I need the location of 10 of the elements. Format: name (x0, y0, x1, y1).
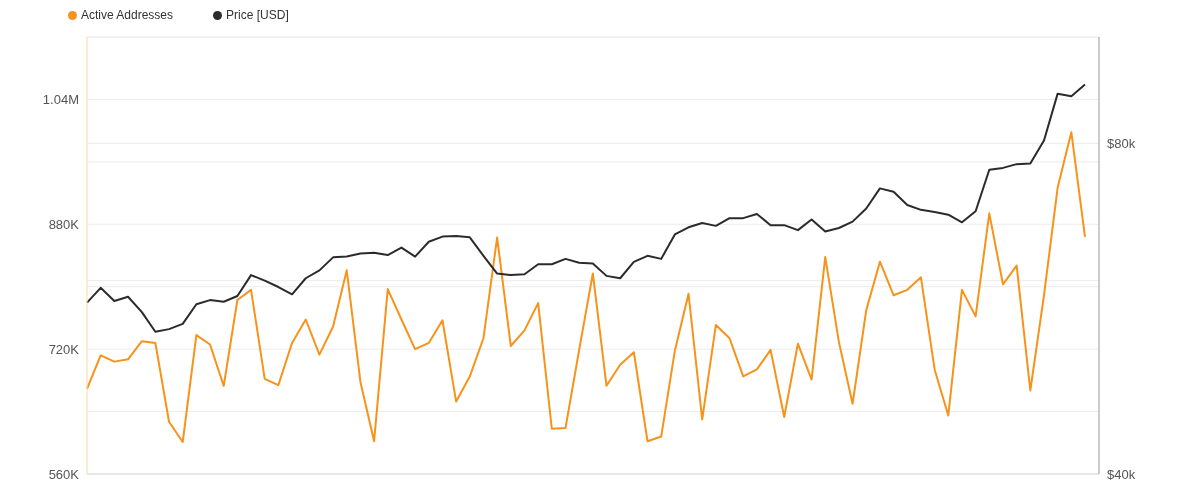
line-series (86, 131, 1086, 444)
y-tick-label: 1.04M (42, 92, 79, 108)
y-tick-label: 880K (48, 216, 80, 232)
y-tick-label: 560K (48, 466, 80, 482)
y2-tick-label: $80k (1107, 136, 1136, 152)
line-series (86, 83, 1086, 333)
legend-label: Active Addresses (81, 8, 174, 22)
y-tick-label: 720K (48, 341, 80, 357)
legend-label: Price [USD] (226, 8, 289, 22)
y2-tick-label: $40k (1107, 466, 1136, 482)
